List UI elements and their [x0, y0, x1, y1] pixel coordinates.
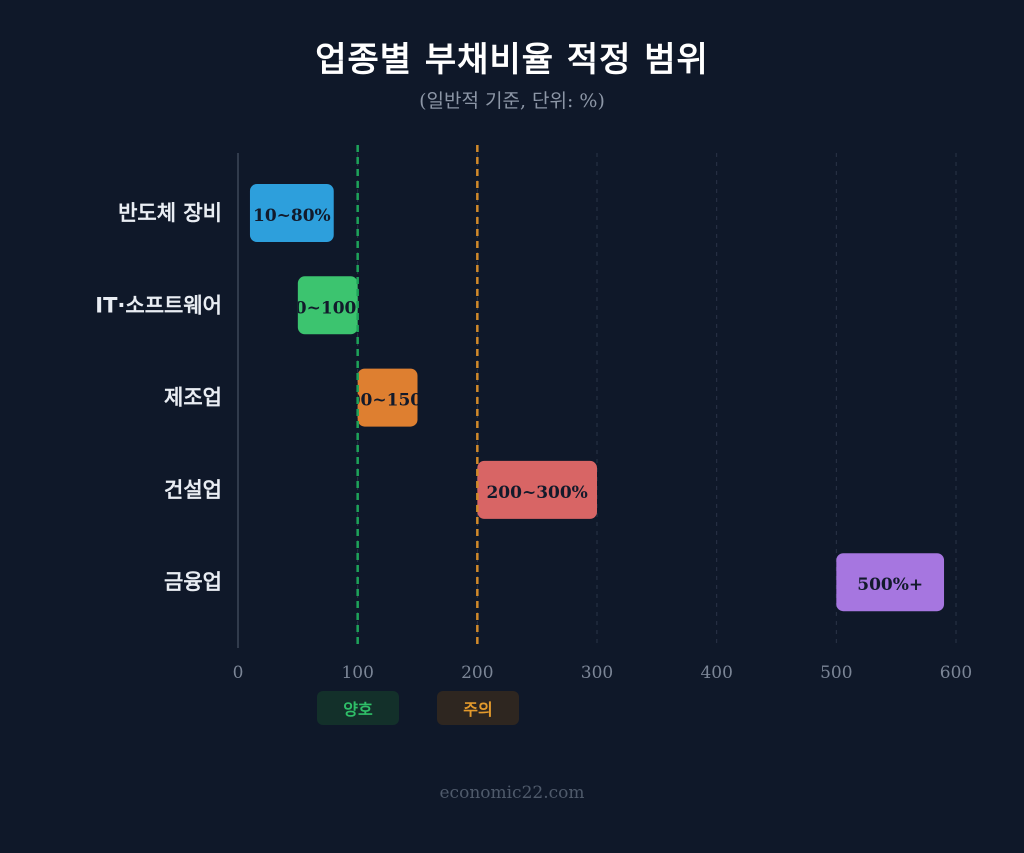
legend-good-chip: 양호 — [317, 691, 399, 725]
range-bar-label: 100~150% — [337, 391, 438, 411]
range-bar-label: 200~300% — [486, 483, 587, 503]
chart-title: 업종별 부채비율 적정 범위 — [315, 40, 709, 80]
x-tick-label: 500 — [820, 663, 852, 683]
range-bar — [297, 276, 358, 335]
category-label: 금융업 — [164, 570, 222, 594]
x-tick-label: 200 — [461, 663, 493, 683]
range-bar-label: 500%+ — [857, 575, 923, 595]
range-bar — [357, 368, 418, 427]
range-bar — [477, 460, 597, 519]
chart-subtitle: (일반적 기준, 단위: %) — [419, 90, 605, 112]
x-tick-label: 400 — [700, 663, 732, 683]
footer-watermark: economic22.com — [439, 783, 585, 803]
category-label: IT·소프트웨어 — [95, 293, 222, 317]
x-tick-label: 600 — [940, 663, 972, 683]
range-bar — [249, 184, 334, 242]
x-tick-label: 300 — [581, 663, 613, 683]
legend-caution-chip: 주의 — [437, 691, 519, 725]
category-label: 제조업 — [164, 386, 222, 410]
range-bar-label: 50~100% — [283, 298, 373, 318]
x-tick-label: 0 — [233, 663, 244, 683]
category-label: 건설업 — [164, 478, 222, 502]
category-label: 반도체 장비 — [118, 201, 222, 225]
range-bar — [836, 553, 945, 612]
x-tick-label: 100 — [341, 663, 373, 683]
range-bar-label: 10~80% — [253, 206, 331, 226]
